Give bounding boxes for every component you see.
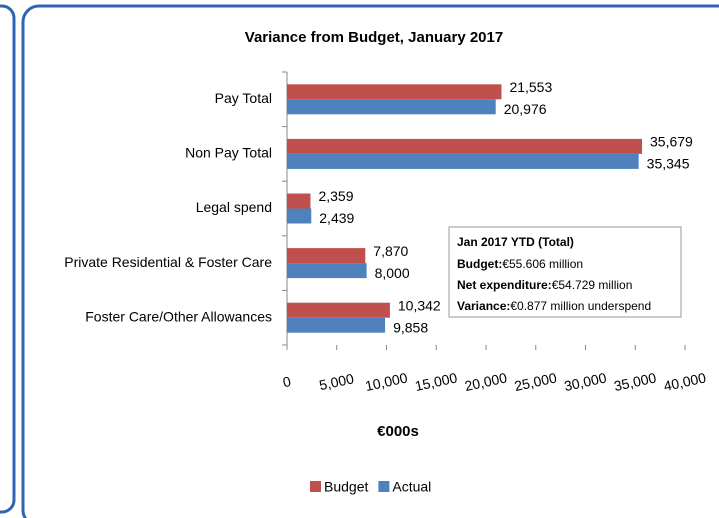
annotation-line: Budget:€55.606 million [457, 257, 583, 271]
bar [287, 263, 367, 279]
x-tick-label: 30,000 [563, 369, 608, 394]
annotation-text: €55.606 million [502, 257, 583, 271]
annotation-label: Variance: [457, 299, 510, 313]
value-label: 7,870 [373, 243, 408, 259]
legend-swatch [378, 481, 390, 492]
left-panel [0, 4, 16, 514]
annotation: Jan 2017 YTD (Total) Budget:€55.606 mill… [448, 226, 682, 318]
value-label: 8,000 [375, 265, 410, 281]
bar [287, 153, 639, 169]
bar [287, 248, 366, 264]
bar [287, 193, 311, 209]
bar [287, 84, 502, 100]
bar [287, 208, 312, 224]
x-tick-label: 20,000 [463, 369, 508, 394]
value-label: 35,345 [647, 156, 690, 172]
annotation-line: Variance:€0.877 million underspend [457, 299, 651, 313]
bar [287, 138, 643, 154]
annotation-line: Net expenditure:€54.729 million [457, 278, 632, 292]
annotation-text: €54.729 million [552, 278, 633, 292]
bar [287, 302, 390, 318]
category-label: Legal spend [196, 199, 272, 215]
annotation-label: Budget: [457, 257, 502, 271]
legend-swatch [310, 481, 321, 492]
legend-label: Actual [392, 479, 431, 495]
value-label: 35,679 [650, 134, 693, 150]
legend-label: Budget [324, 479, 368, 495]
annotation-box [448, 226, 682, 318]
value-label: 20,976 [504, 101, 547, 117]
value-label: 9,858 [393, 319, 428, 335]
annotation-title: Jan 2017 YTD (Total) [457, 235, 574, 249]
value-label: 2,359 [318, 188, 353, 204]
bar [287, 99, 496, 115]
chart-title: Variance from Budget, January 2017 [245, 29, 503, 46]
x-tick-label: 25,000 [513, 369, 558, 394]
x-axis-title: €000s [377, 423, 419, 440]
annotation-text: €0.877 million underspend [510, 299, 651, 313]
category-label: Foster Care/Other Allowances [85, 308, 272, 324]
x-tick-label: 5,000 [318, 370, 356, 393]
value-label: 21,553 [509, 79, 552, 95]
x-tick-label: 10,000 [364, 369, 409, 394]
value-label: 2,439 [319, 210, 354, 226]
x-tick-label: 0 [281, 373, 292, 390]
x-tick-label: 40,000 [662, 369, 707, 394]
x-tick-label: 35,000 [612, 369, 657, 394]
category-label: Pay Total [215, 90, 272, 106]
annotation-label: Net expenditure: [457, 278, 552, 292]
chart-panel [21, 4, 719, 518]
category-label: Private Residential & Foster Care [64, 254, 272, 270]
bar [287, 317, 386, 333]
category-label: Non Pay Total [185, 145, 272, 161]
x-tick-label: 15,000 [413, 369, 458, 394]
value-label: 10,342 [398, 297, 441, 313]
